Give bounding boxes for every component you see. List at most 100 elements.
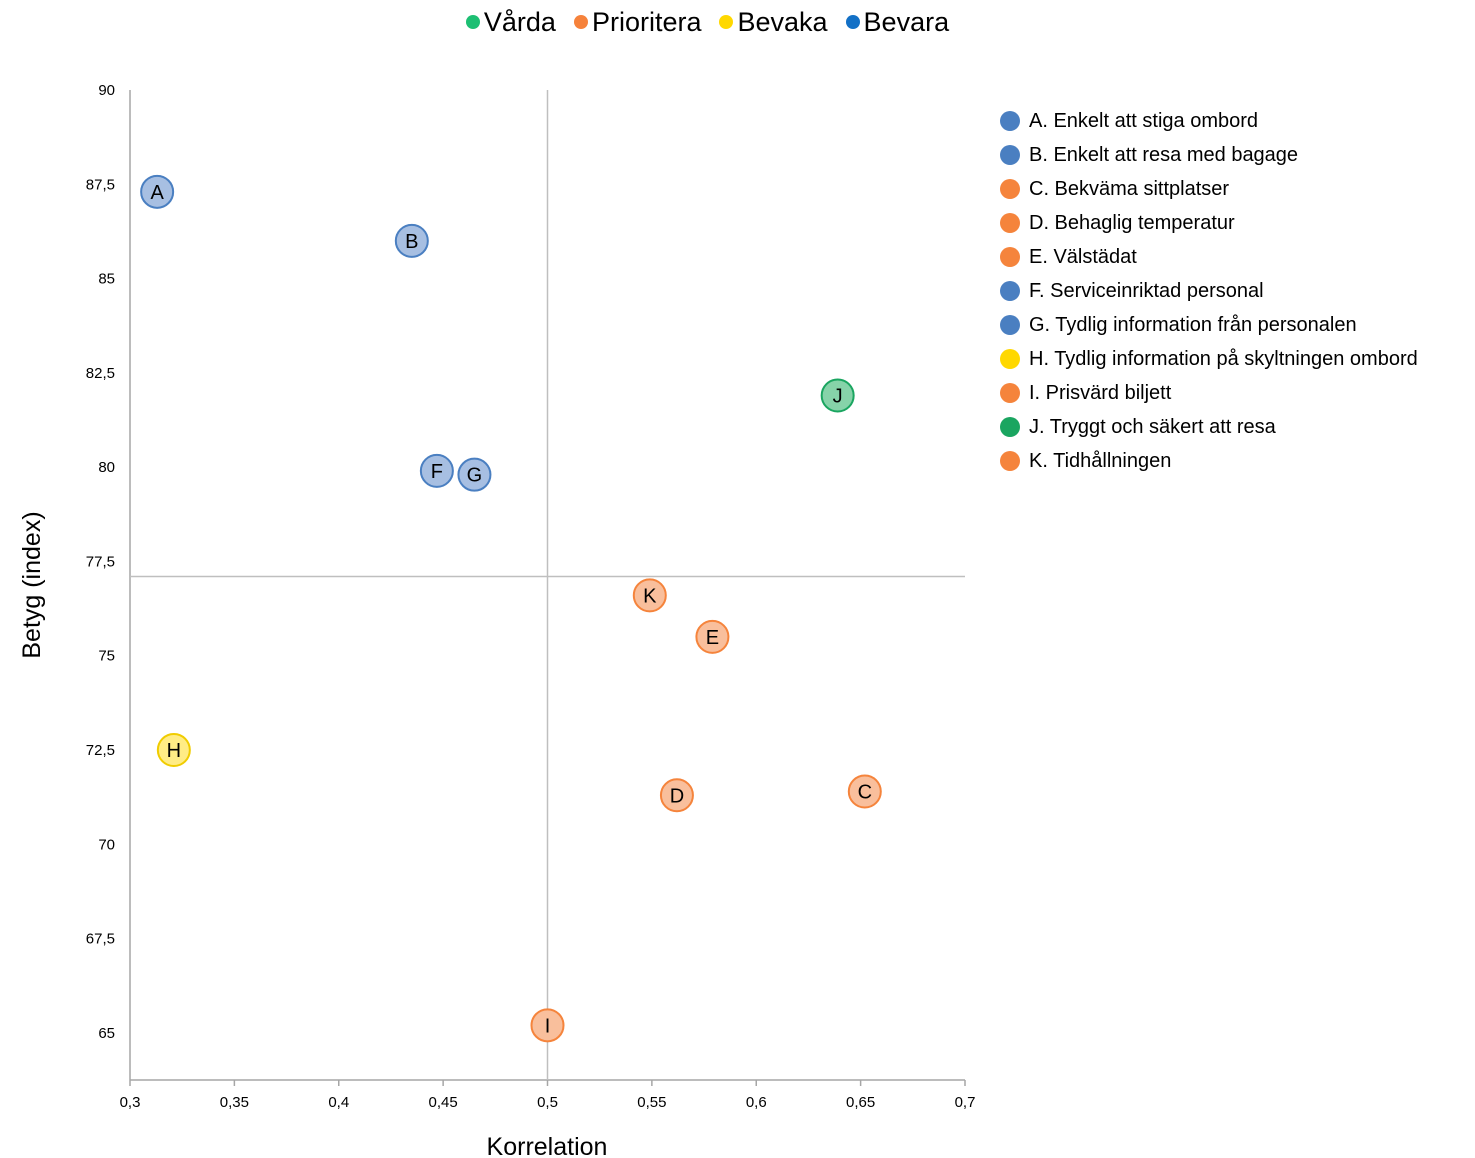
x-tick-label: 0,4	[328, 1094, 349, 1111]
point-legend-item: D. Behaglig temperatur	[1000, 206, 1470, 240]
point-marker	[140, 174, 175, 209]
x-axis-title: Korrelation	[487, 1133, 608, 1158]
point-legend-item: B. Enkelt att resa med bagage	[1000, 138, 1470, 172]
legend-dot-icon	[1000, 383, 1020, 403]
point-marker	[156, 733, 191, 767]
point-legend: A. Enkelt att stiga ombord B. Enkelt att …	[1000, 104, 1470, 478]
legend-dot-icon	[1000, 281, 1020, 301]
legend-dot-icon	[1000, 417, 1020, 437]
legend-dot-icon	[1000, 247, 1020, 267]
point-marker	[530, 1008, 565, 1043]
legend-dot-icon	[1000, 111, 1020, 131]
point-label: D	[670, 785, 684, 807]
x-tick-label: 0,45	[429, 1094, 458, 1111]
legend-dot-icon	[1000, 315, 1020, 335]
y-tick-label: 65	[98, 1025, 115, 1042]
point-legend-item: E. Välstädat	[1000, 240, 1470, 274]
point-label: F	[431, 461, 443, 483]
data-point-c: C	[847, 774, 882, 809]
y-tick-label: 70	[98, 836, 115, 853]
point-legend-label: I. Prisvärd biljett	[1029, 381, 1172, 404]
point-marker	[632, 578, 667, 613]
legend-dot-icon	[1000, 213, 1020, 233]
legend-dot-icon	[1000, 451, 1020, 471]
data-point-d: D	[659, 778, 694, 813]
point-marker	[695, 619, 730, 654]
point-legend-item: J. Tryggt och säkert att resa	[1000, 410, 1470, 444]
legend-label: Prioritera	[591, 6, 702, 37]
x-tick-label: 0,3	[120, 1094, 141, 1111]
legend-dot-icon	[1000, 145, 1020, 165]
x-tick-label: 0,65	[846, 1094, 875, 1111]
point-legend-label: C. Bekväma sittplatser	[1029, 177, 1230, 200]
tick-labels: 0,3 0,35 0,4 0,45 0,5 0,55 0,6 0,65 0,7 65 67,5 70 7…	[86, 82, 976, 1111]
point-legend-label: J. Tryggt och säkert att resa	[1029, 415, 1276, 438]
top-legend: Vårda Prioritera Bevaka Bevara	[0, 4, 1415, 40]
point-marker	[847, 774, 882, 809]
y-tick-label: 75	[98, 648, 115, 665]
point-label: E	[706, 627, 719, 649]
point-legend-label: F. Serviceinriktad personal	[1029, 279, 1264, 302]
legend-label: Vårda	[483, 6, 556, 37]
y-tick-label: 87,5	[86, 176, 115, 193]
legend-label: Bevaka	[737, 6, 828, 37]
point-legend-item: H. Tydlig information på skyltningen omb…	[1000, 342, 1470, 376]
legend-dot-icon	[845, 15, 860, 29]
data-point-b: B	[394, 223, 429, 258]
point-label: J	[833, 385, 843, 407]
y-axis-title: Betyg (index)	[18, 511, 46, 658]
legend-dot-icon	[465, 15, 480, 29]
point-legend-label: G. Tydlig information från personalen	[1029, 313, 1357, 336]
legend-item: Bevara	[845, 6, 950, 38]
x-tick-label: 0,55	[637, 1094, 666, 1111]
x-tick-label: 0,5	[537, 1094, 558, 1111]
data-point-k: K	[632, 578, 667, 613]
point-legend-label: E. Välstädat	[1029, 245, 1137, 268]
legend-dot-icon	[719, 15, 734, 29]
y-tick-label: 77,5	[86, 553, 115, 570]
data-point-f: F	[419, 453, 454, 488]
point-marker	[419, 453, 454, 488]
point-legend-item: I. Prisvärd biljett	[1000, 376, 1470, 410]
x-tick-label: 0,7	[955, 1094, 976, 1111]
data-point-h: H	[156, 733, 191, 767]
point-legend-item: A. Enkelt att stiga ombord	[1000, 104, 1470, 138]
y-tick-label: 80	[98, 459, 115, 476]
point-label: I	[545, 1015, 551, 1037]
y-tick-label: 67,5	[86, 931, 115, 948]
y-tick-label: 82,5	[86, 365, 115, 382]
point-legend-label: D. Behaglig temperatur	[1029, 211, 1235, 234]
point-legend-item: C. Bekväma sittplatser	[1000, 172, 1470, 206]
point-label: C	[858, 781, 872, 803]
legend-item: Prioritera	[573, 6, 702, 38]
point-marker	[457, 457, 492, 492]
point-label: K	[643, 585, 657, 607]
point-legend-label: A. Enkelt att stiga ombord	[1029, 109, 1259, 132]
point-legend-label: K. Tidhållningen	[1029, 449, 1172, 472]
legend-dot-icon	[1000, 349, 1020, 369]
y-tick-label: 90	[98, 82, 115, 99]
data-point-g: G	[457, 457, 492, 492]
point-marker	[394, 223, 429, 258]
quadrant-lines	[130, 90, 965, 1080]
point-legend-item: G. Tydlig information från personalen	[1000, 308, 1470, 342]
y-tick-label: 72,5	[86, 742, 115, 759]
point-label: G	[467, 465, 483, 487]
legend-item: Vårda	[465, 6, 556, 38]
data-point-j: J	[820, 378, 855, 413]
point-legend-label: H. Tydlig information på skyltningen omb…	[1029, 347, 1418, 370]
point-marker	[820, 378, 855, 413]
point-legend-label: B. Enkelt att resa med bagage	[1029, 143, 1299, 166]
point-label: B	[405, 231, 418, 253]
point-legend-item: K. Tidhållningen	[1000, 444, 1470, 478]
point-label: A	[150, 182, 164, 204]
data-point-i: I	[530, 1008, 565, 1043]
legend-label: Bevara	[863, 6, 950, 37]
data-point-a: A	[140, 174, 175, 209]
legend-dot-icon	[573, 15, 588, 29]
data-points: A B C D E F G H I J K	[140, 174, 882, 1043]
point-label: H	[167, 740, 181, 762]
legend-dot-icon	[1000, 179, 1020, 199]
point-marker	[659, 778, 694, 813]
